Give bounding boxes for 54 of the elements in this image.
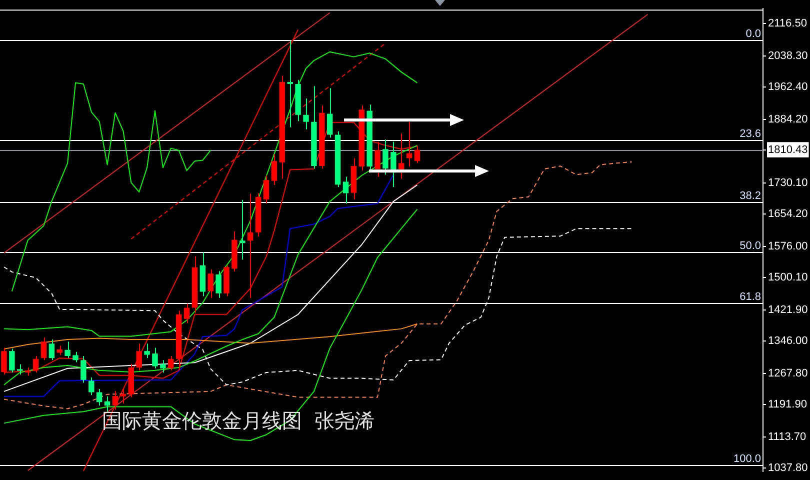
candlestick [136,343,142,371]
candlestick [40,336,47,361]
y-tick-label: 1113.70 [768,430,806,443]
candlestick [17,364,23,376]
y-tick-label: 1500.10 [768,272,808,284]
candlestick [112,390,118,410]
candlestick [48,339,55,361]
candlestick [271,154,278,186]
candlestick [382,139,388,176]
y-tick-label: 1191.90 [768,398,807,411]
candlestick [80,356,86,384]
candlestick [104,396,110,412]
ref-line-label: 23.6 [740,128,761,140]
y-tick-label: 2116.50 [768,18,807,30]
ref-line-label: 61.8 [740,291,761,304]
candlestick [96,388,102,406]
y-tick-label: 1346.00 [768,335,808,348]
y-tick-label: 1884.20 [768,113,808,126]
candlestick [88,376,94,396]
candlestick [56,345,62,356]
candlestick [152,347,158,369]
ref-line-label: 0.0 [746,28,761,40]
candlestick [326,88,333,138]
y-tick-label: 1576.00 [768,240,808,252]
y-tick-label: 1962.40 [768,81,808,94]
candlestick [216,270,222,298]
candlestick [168,356,174,371]
y-tick-label: 1654.20 [768,208,808,220]
candlestick [120,388,126,404]
candlestick [144,343,150,359]
candlestick [240,199,246,260]
candlestick [160,360,166,373]
candlestick [208,268,214,298]
candlestick [263,175,270,204]
y-tick-label: 1267.80 [768,367,808,380]
ref-line-label: 50.0 [740,240,761,252]
candlestick [374,141,380,178]
candlestick [72,351,78,363]
y-tick-label: 1730.10 [768,176,808,189]
y-tick-label: 1810.43 [768,144,808,156]
y-tick-label: 2038.30 [768,50,808,62]
candlestick [184,303,190,324]
candlestick [9,348,15,373]
line-series [3,161,632,410]
candlestick [248,193,254,298]
candlestick [342,176,349,204]
candlestick [64,341,70,359]
candlestick [287,40,293,128]
ref-line-label: 38.2 [740,190,761,202]
y-tick-label: 1037.80 [768,462,808,474]
candlestick [303,98,309,130]
y-tick-label: 1421.90 [768,304,808,316]
candlestick [32,356,39,373]
ref-line-label: 100.0 [733,453,761,466]
